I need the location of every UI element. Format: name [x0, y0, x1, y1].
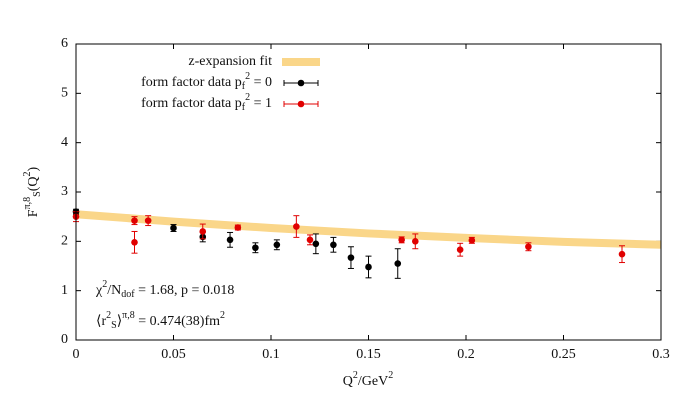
- y-tick-label: 5: [61, 86, 68, 101]
- point: [234, 224, 242, 231]
- x-tick-label: 0.15: [356, 347, 381, 362]
- legend-swatch: [297, 79, 305, 87]
- point: [412, 238, 419, 245]
- y-tick-label: 0: [61, 332, 68, 347]
- point: [199, 228, 207, 235]
- point: [398, 236, 405, 244]
- point: [273, 241, 281, 249]
- x-tick-label: 0.1: [262, 347, 280, 362]
- y-axis-label: Fπ,8S(Q2): [22, 166, 43, 217]
- point: [226, 236, 234, 244]
- y-tick-label: 3: [61, 184, 68, 199]
- x-tick-label: 0.2: [457, 347, 475, 362]
- y-tick-label: 1: [61, 283, 68, 298]
- legend-label: form factor data pf2 = 1: [141, 92, 272, 113]
- point: [330, 241, 337, 249]
- annotation: χ2/Ndof = 1.68, p = 0.018: [95, 279, 234, 300]
- point: [144, 217, 152, 224]
- point: [365, 263, 372, 271]
- x-tick-label: 0.05: [161, 347, 186, 362]
- y-tick-label: 4: [61, 135, 68, 150]
- point: [306, 236, 314, 244]
- point: [131, 217, 138, 224]
- fit-band: [75, 210, 662, 249]
- legend-label: z-expansion fit: [188, 54, 272, 69]
- point: [525, 243, 532, 251]
- plot-frame: [75, 43, 662, 341]
- point: [468, 237, 476, 244]
- point: [293, 223, 300, 230]
- y-tick-label: 6: [61, 36, 68, 51]
- point: [252, 244, 259, 252]
- legend-label: form factor data pf2 = 0: [141, 71, 272, 92]
- point: [131, 239, 138, 246]
- point: [456, 246, 464, 254]
- x-tick-label: 0.3: [652, 347, 670, 362]
- point: [312, 240, 320, 248]
- point: [170, 224, 177, 232]
- x-tick-label: 0: [73, 347, 80, 362]
- annotation: ⟨r2S⟩π,8 = 0.474(38)fm2: [96, 310, 225, 331]
- y-tick-label: 2: [61, 234, 68, 249]
- point: [347, 254, 355, 261]
- x-axis-label: Q2/GeV2: [343, 370, 393, 389]
- point: [618, 250, 626, 258]
- legend-swatch: [297, 100, 305, 108]
- point: [394, 260, 402, 267]
- x-tick-label: 0.25: [551, 347, 576, 362]
